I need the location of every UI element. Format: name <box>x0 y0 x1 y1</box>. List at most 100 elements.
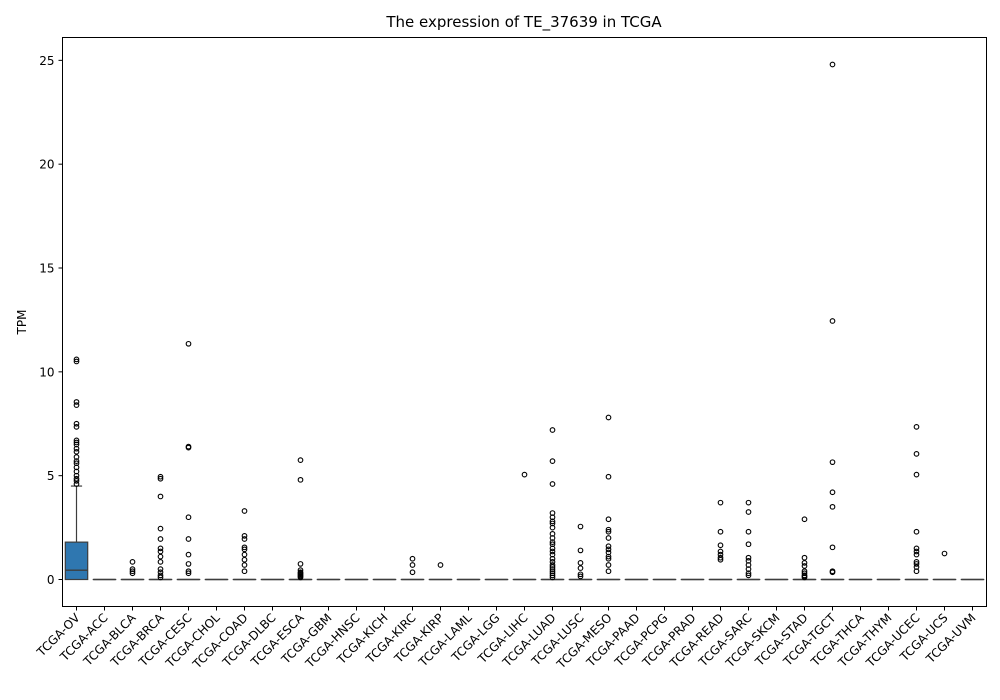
outlier-point <box>157 536 164 542</box>
y-tick-label: 0 <box>47 573 55 587</box>
outlier-point <box>157 525 164 532</box>
y-tick-label: 25 <box>39 54 54 68</box>
outlier-point <box>605 516 612 523</box>
outlier-point <box>73 399 80 405</box>
outlier-point <box>73 439 80 446</box>
outlier-point <box>185 340 192 347</box>
outlier-point <box>157 475 164 482</box>
outlier-point <box>829 61 836 68</box>
outlier-point <box>801 560 808 566</box>
outlier-point <box>73 475 80 482</box>
outlier-point <box>913 528 920 535</box>
outlier-point <box>745 541 752 548</box>
y-tick-label: 15 <box>39 262 54 276</box>
outlier-point <box>829 318 836 324</box>
outlier-point <box>73 356 80 363</box>
outlier-point <box>157 553 164 560</box>
outlier-point <box>605 546 612 553</box>
outlier-point <box>605 543 612 550</box>
outlier-point <box>549 545 556 552</box>
outlier-point <box>241 544 248 551</box>
outlier-point <box>605 414 612 421</box>
outlier-point <box>129 568 136 575</box>
outlier-point <box>549 481 556 487</box>
box-group <box>428 562 453 581</box>
box-group <box>120 559 145 581</box>
outlier-point <box>577 573 584 580</box>
outlier-point <box>129 559 136 565</box>
axes-frame <box>62 37 987 607</box>
outlier-point <box>73 402 80 408</box>
outlier-point <box>941 550 948 557</box>
outlier-point <box>829 569 836 576</box>
outlier-point <box>73 458 80 464</box>
box <box>64 541 89 581</box>
outlier-point <box>829 503 836 510</box>
outlier-point <box>913 424 920 430</box>
outlier-point <box>549 539 556 545</box>
outlier-point <box>745 554 752 561</box>
outlier-point <box>73 478 80 484</box>
outlier-point <box>297 457 304 463</box>
y-axis-label: TPM <box>15 310 29 336</box>
outlier-point <box>241 562 248 568</box>
box-group <box>568 523 593 581</box>
outlier-point <box>157 493 164 500</box>
outlier-point <box>577 571 584 578</box>
outlier-point <box>73 472 80 479</box>
outlier-point <box>745 528 752 535</box>
outlier-point <box>437 562 444 568</box>
outlier-point <box>549 555 556 562</box>
outlier-point <box>913 559 920 565</box>
outlier-point <box>409 569 416 576</box>
box-group <box>512 471 537 581</box>
outlier-point <box>297 561 304 567</box>
outlier-point <box>717 556 724 563</box>
outlier-point <box>241 556 248 563</box>
outlier-point <box>913 548 920 555</box>
outlier-point <box>801 574 808 581</box>
outlier-point <box>157 569 164 576</box>
box-group <box>736 499 761 581</box>
outlier-point <box>913 451 920 457</box>
outlier-point <box>913 471 920 478</box>
outlier-point <box>297 476 304 483</box>
outlier-point <box>801 516 808 523</box>
outlier-point <box>241 568 248 575</box>
outlier-point <box>717 548 724 555</box>
outlier-point <box>829 544 836 551</box>
outlier-point <box>409 555 416 562</box>
outlier-point <box>157 566 164 572</box>
outlier-point <box>913 568 920 575</box>
chart-title: The expression of TE_37639 in TCGA <box>385 13 662 32</box>
outlier-point <box>129 570 136 577</box>
outlier-point <box>745 572 752 579</box>
box-group <box>792 516 817 581</box>
outlier-point <box>717 542 724 549</box>
outlier-point <box>913 545 920 552</box>
outlier-point <box>297 574 304 581</box>
outlier-point <box>717 551 724 558</box>
outlier-point <box>409 562 416 568</box>
outlier-point <box>829 489 836 496</box>
outlier-point <box>549 458 556 464</box>
outlier-point <box>185 570 192 577</box>
outlier-point <box>549 559 556 565</box>
outlier-point <box>717 554 724 561</box>
box-group <box>232 508 257 581</box>
outlier-point <box>73 358 80 365</box>
outlier-point <box>185 514 192 521</box>
outlier-point <box>605 473 612 480</box>
outlier-point <box>577 565 584 571</box>
outlier-point <box>73 420 80 427</box>
plot-area <box>64 61 985 581</box>
outlier-point <box>241 508 248 514</box>
outlier-point <box>157 574 164 581</box>
box-group <box>540 427 565 581</box>
outlier-point <box>241 533 248 539</box>
outlier-point <box>521 471 528 478</box>
outlier-point <box>801 554 808 561</box>
outlier-point <box>745 570 752 577</box>
outlier-point <box>241 536 248 542</box>
outlier-point <box>73 445 80 452</box>
